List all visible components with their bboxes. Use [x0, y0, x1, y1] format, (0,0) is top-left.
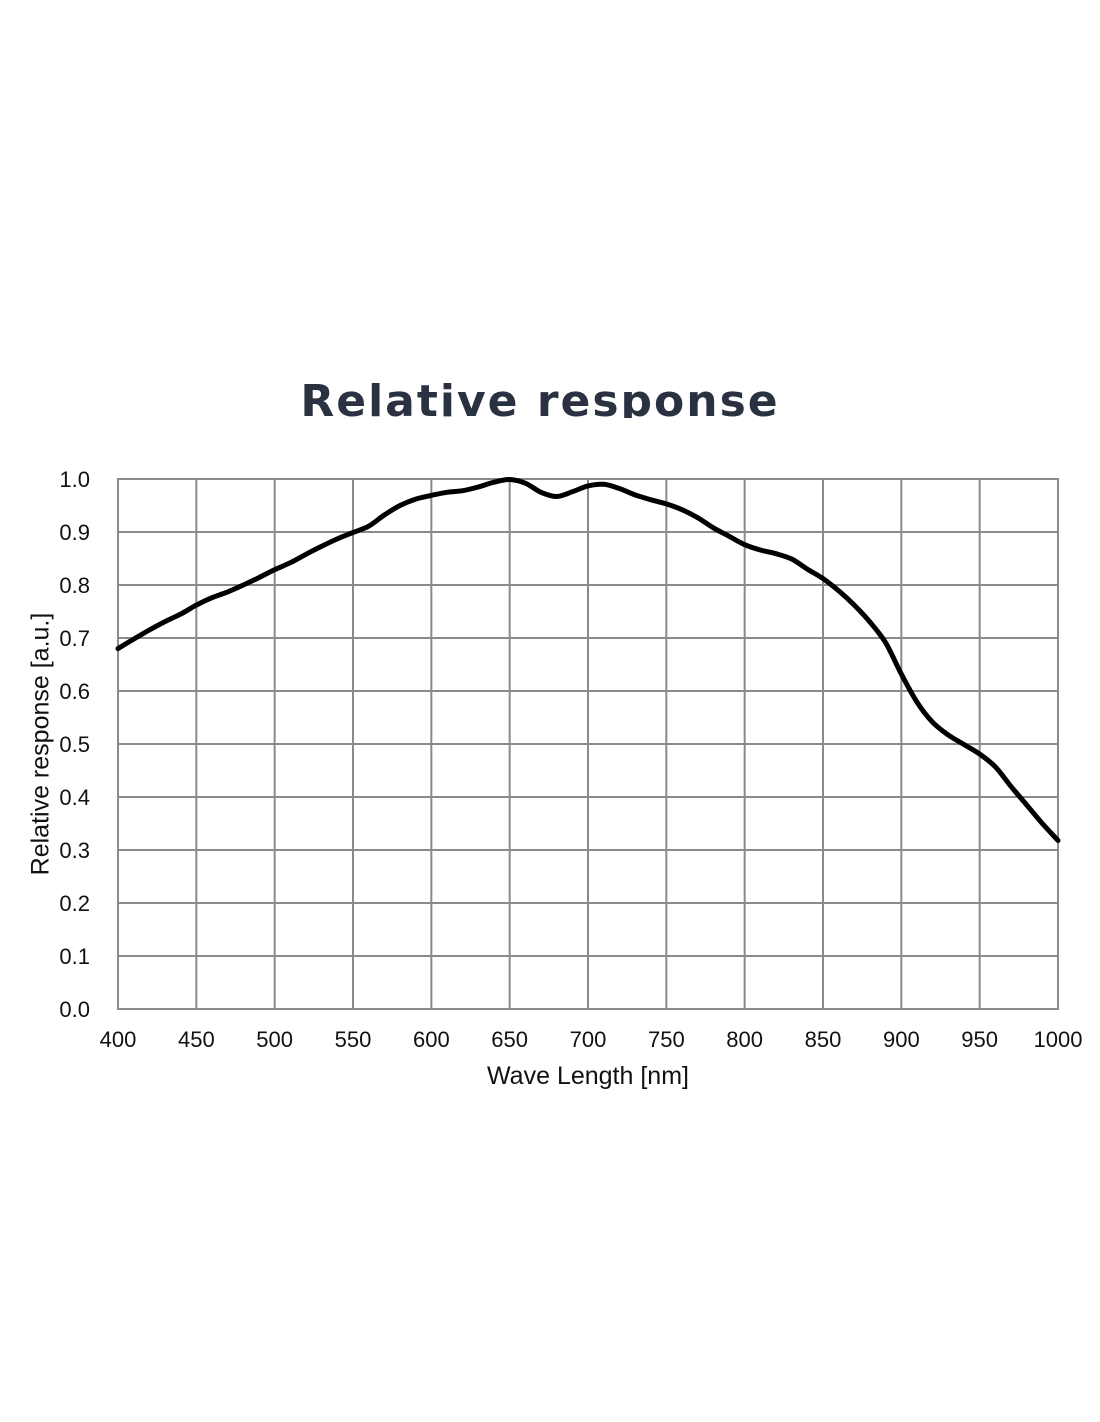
- x-tick-label: 500: [256, 1027, 293, 1052]
- x-tick-label: 400: [100, 1027, 137, 1052]
- y-tick-label: 0.0: [59, 997, 90, 1022]
- x-tick-label: 1000: [1034, 1027, 1083, 1052]
- plot-frame: [117, 478, 1059, 1010]
- y-tick-label: 0.2: [59, 891, 90, 916]
- y-tick-label: 0.9: [59, 520, 90, 545]
- grid-lines: [117, 478, 1059, 1010]
- x-tick-labels: 400 450 500 550 600 650 700 750 800 850 900 950 1000: [100, 1027, 1083, 1052]
- y-tick-label: 1.0: [59, 467, 90, 492]
- page-title: Relative response: [300, 376, 780, 418]
- x-tick-label: 600: [413, 1027, 450, 1052]
- response-curve: [115, 477, 1061, 843]
- x-axis-label: Wave Length [nm]: [487, 1062, 689, 1090]
- y-tick-label: 0.7: [59, 626, 90, 651]
- y-tick-label: 0.4: [59, 785, 90, 810]
- x-tick-label: 700: [570, 1027, 607, 1052]
- x-tick-label: 950: [961, 1027, 998, 1052]
- y-tick-label: 0.8: [59, 573, 90, 598]
- y-tick-label: 0.1: [59, 944, 90, 969]
- x-tick-label: 800: [726, 1027, 763, 1052]
- y-tick-labels: 0.0 0.1 0.2 0.3 0.4 0.5 0.6 0.7 0.8 0.9 1.0: [59, 467, 90, 1022]
- y-axis-label: Relative response [a.u.]: [27, 613, 55, 876]
- x-tick-label: 850: [805, 1027, 842, 1052]
- x-tick-label: 900: [883, 1027, 920, 1052]
- x-tick-label: 550: [335, 1027, 372, 1052]
- y-tick-label: 0.5: [59, 732, 90, 757]
- y-tick-label: 0.6: [59, 679, 90, 704]
- x-tick-label: 750: [648, 1027, 685, 1052]
- x-tick-label: 450: [178, 1027, 215, 1052]
- x-tick-label: 650: [491, 1027, 528, 1052]
- y-tick-label: 0.3: [59, 838, 90, 863]
